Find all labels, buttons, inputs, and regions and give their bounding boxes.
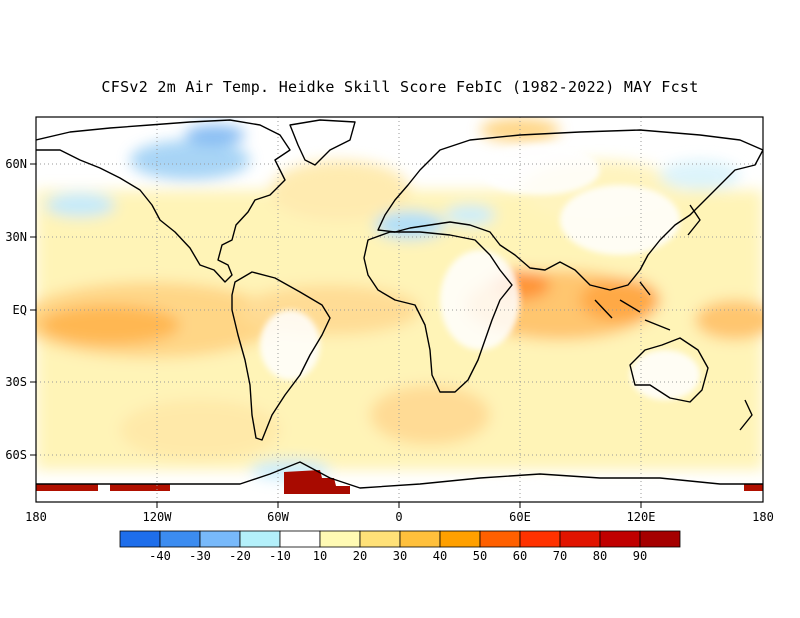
colorbar-tick-label: -30 xyxy=(189,549,211,563)
colorbar-swatch xyxy=(239,530,281,548)
colorbar-swatch xyxy=(279,530,321,548)
colorbar-swatch xyxy=(199,530,241,548)
graticule xyxy=(36,117,763,502)
colorbar-tick-label: 60 xyxy=(513,549,527,563)
japan-coast xyxy=(687,204,701,236)
lon-label-0: 0 xyxy=(395,510,402,524)
maritime-continent xyxy=(594,281,671,331)
colorbar-tick-label: -40 xyxy=(149,549,171,563)
greenland-coast xyxy=(289,119,356,166)
colorbar-tick-label: 20 xyxy=(353,549,367,563)
colorbar: -40 -30 -20 -10 10 20 30 40 50 60 70 80 90 xyxy=(119,530,681,563)
colorbar-swatch xyxy=(599,530,641,548)
lon-label-180-left: 180 xyxy=(25,510,47,524)
south-america-coast xyxy=(231,271,331,441)
coastlines xyxy=(36,119,763,489)
colorbar-swatch xyxy=(639,530,681,548)
lon-label-60w: 60W xyxy=(267,510,289,524)
lon-label-120e: 120E xyxy=(627,510,656,524)
colorbar-swatch xyxy=(559,530,601,548)
colorbar-swatch xyxy=(519,530,561,548)
colorbar-swatch xyxy=(159,530,201,548)
eurasia-coast xyxy=(377,129,763,291)
colorbar-swatch xyxy=(119,530,161,548)
lat-label-30n: 30N xyxy=(5,230,27,244)
chart-title: CFSv2 2m Air Temp. Heidke Skill Score Fe… xyxy=(101,78,699,96)
colorbar-tick-label: -20 xyxy=(229,549,251,563)
lat-label-30s: 30S xyxy=(5,375,27,389)
colorbar-tick-label: 80 xyxy=(593,549,607,563)
colorbar-tick-label: 40 xyxy=(433,549,447,563)
colorbar-tick-label: 10 xyxy=(313,549,327,563)
colorbar-tick-label: 70 xyxy=(553,549,567,563)
lon-label-120w: 120W xyxy=(143,510,173,524)
colorbar-tick-label: 90 xyxy=(633,549,647,563)
lat-label-60n: 60N xyxy=(5,157,27,171)
longitude-axis: 180 120W 60W 0 60E 120E 180 xyxy=(25,502,774,524)
latitude-axis: 60N 30N EQ 30S 60S xyxy=(5,157,36,462)
lat-label-60s: 60S xyxy=(5,448,27,462)
africa-coast xyxy=(363,231,513,393)
colorbar-swatch xyxy=(439,530,481,548)
antarctica-coast xyxy=(36,461,763,489)
colorbar-swatch xyxy=(399,530,441,548)
lat-label-eq: EQ xyxy=(13,303,27,317)
lon-label-180-right: 180 xyxy=(752,510,774,524)
colorbar-tick-label: 50 xyxy=(473,549,487,563)
colorbar-tick-label: -10 xyxy=(269,549,291,563)
north-america-coast xyxy=(36,119,291,283)
colorbar-swatch xyxy=(479,530,521,548)
colorbar-swatch xyxy=(359,530,401,548)
australia-coast xyxy=(629,337,709,403)
new-zealand-coast xyxy=(739,399,753,431)
colorbar-tick-label: 30 xyxy=(393,549,407,563)
lon-label-60e: 60E xyxy=(509,510,531,524)
colorbar-swatch xyxy=(319,530,361,548)
